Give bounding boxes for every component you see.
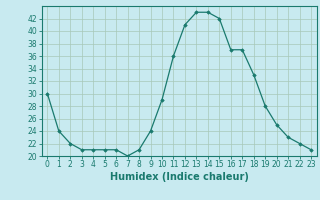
X-axis label: Humidex (Indice chaleur): Humidex (Indice chaleur) bbox=[110, 172, 249, 182]
